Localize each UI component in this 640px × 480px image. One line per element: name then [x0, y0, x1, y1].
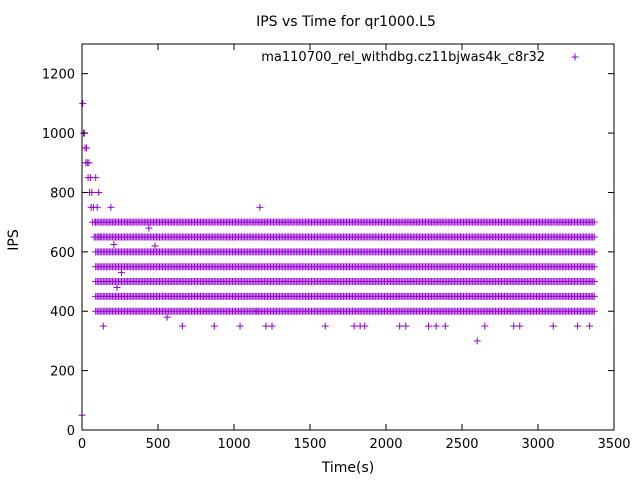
plot-frame	[81, 43, 615, 431]
x-tick-label: 500	[146, 437, 171, 452]
data-point	[163, 313, 171, 321]
legend-label: ma110700_rel_withdbg.cz11bjwas4k_c8r32	[261, 50, 545, 65]
legend: ma110700_rel_withdbg.cz11bjwas4k_c8r32	[261, 50, 579, 65]
data-point	[236, 322, 244, 330]
data-point	[95, 188, 103, 196]
data-point	[178, 322, 186, 330]
data-band-650	[92, 233, 598, 241]
data-point	[396, 322, 404, 330]
data-band-600	[92, 248, 598, 256]
data-point	[361, 322, 369, 330]
data-point	[110, 240, 118, 248]
data-point	[510, 322, 518, 330]
data-point	[268, 322, 276, 330]
data-point	[99, 322, 107, 330]
x-axis-label: Time(s)	[321, 460, 374, 476]
data-point	[321, 322, 329, 330]
y-tick-label: 800	[50, 186, 75, 201]
data-point	[85, 159, 93, 167]
x-tick-label: 3000	[521, 437, 554, 452]
data-band-500	[92, 278, 598, 286]
data-point	[92, 174, 100, 182]
x-tick-label: 3500	[597, 437, 630, 452]
data-point	[93, 203, 101, 211]
x-tick-label: 1500	[293, 437, 326, 452]
x-tick-label: 1000	[217, 437, 250, 452]
data-point	[90, 233, 98, 241]
data-point	[481, 322, 489, 330]
x-axis-ticks: 0 500 1000 1500 2000 2500 3000 3500	[78, 44, 631, 452]
data-point	[91, 218, 99, 226]
y-tick-label: 1200	[42, 68, 75, 83]
y-axis-label: IPS	[6, 229, 22, 251]
data-band-550	[92, 263, 598, 271]
data-point	[96, 233, 104, 241]
x-tick-label: 0	[78, 437, 86, 452]
legend-marker	[571, 53, 579, 61]
data-point	[586, 322, 594, 330]
data-point	[350, 322, 358, 330]
data-point	[432, 322, 440, 330]
data-points	[78, 99, 598, 419]
data-point	[107, 203, 115, 211]
y-tick-label: 0	[67, 424, 75, 439]
y-tick-label: 1000	[42, 127, 75, 142]
data-point	[402, 322, 410, 330]
data-point	[574, 322, 582, 330]
data-point	[151, 242, 159, 250]
data-point	[210, 322, 218, 330]
data-point	[256, 203, 264, 211]
x-tick-label: 2000	[369, 437, 402, 452]
y-tick-label: 600	[50, 246, 75, 261]
data-point	[113, 283, 121, 291]
data-point	[145, 224, 153, 232]
data-point	[83, 144, 91, 152]
y-tick-label: 200	[50, 365, 75, 380]
data-band-700	[92, 218, 598, 226]
x-tick-label: 2500	[445, 437, 478, 452]
y-axis-ticks: 0 200 400 600 800 1000 1200	[42, 68, 614, 439]
data-point	[549, 322, 557, 330]
chart-title: IPS vs Time for qr1000.L5	[256, 14, 436, 30]
data-point	[473, 337, 481, 345]
data-band-400	[92, 307, 598, 315]
data-point	[88, 188, 96, 196]
data-point	[516, 322, 524, 330]
data-point	[118, 269, 126, 277]
data-point	[441, 322, 449, 330]
legend-marker-plus	[571, 53, 579, 61]
data-point	[262, 322, 270, 330]
y-tick-label: 400	[50, 305, 75, 320]
data-band-450	[92, 292, 598, 300]
data-point	[425, 322, 433, 330]
data-point	[79, 99, 87, 107]
data-point	[253, 307, 261, 315]
